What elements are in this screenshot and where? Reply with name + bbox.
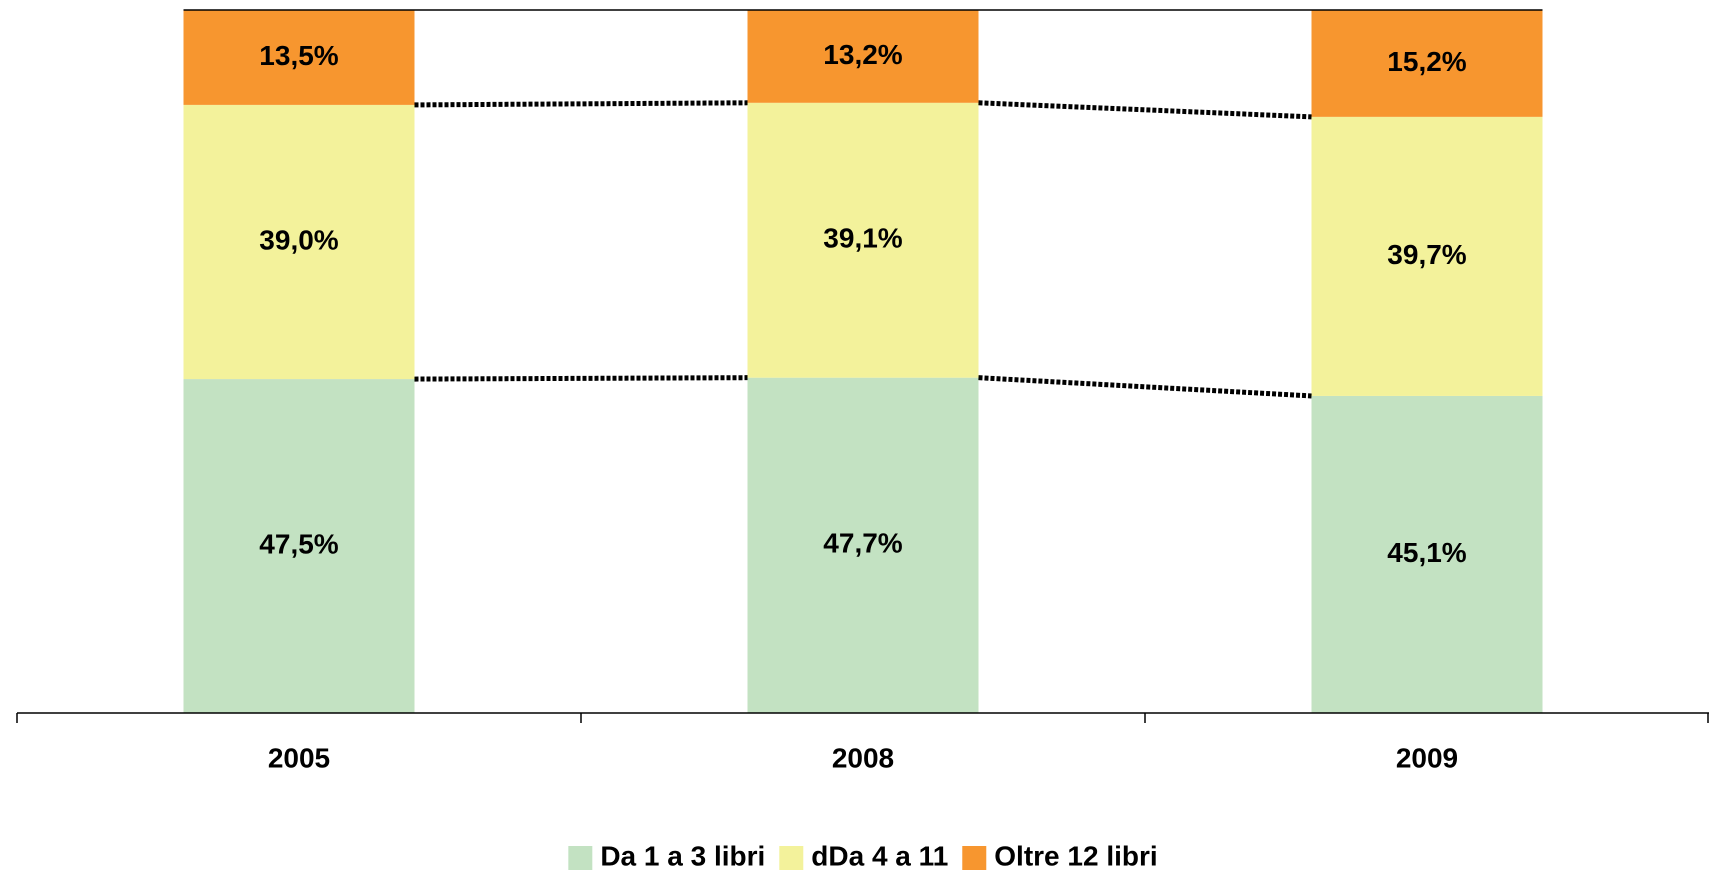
connector xyxy=(978,375,1312,399)
x-tick-label: 2008 xyxy=(832,742,894,773)
legend-label: Oltre 12 libri xyxy=(994,840,1157,871)
legend-swatch xyxy=(779,846,804,870)
bar-segment xyxy=(1311,10,1543,117)
bar-segment xyxy=(747,102,979,378)
legend-swatch xyxy=(962,846,987,870)
legend-label: dDa 4 a 11 xyxy=(811,840,948,871)
legend-swatch xyxy=(568,846,593,870)
value-label: 47,5% xyxy=(259,528,338,559)
x-tick-label: 2009 xyxy=(1396,742,1458,773)
bar-segment xyxy=(183,104,415,380)
value-label: 13,5% xyxy=(259,40,338,71)
value-label: 47,7% xyxy=(823,528,902,559)
value-label: 39,0% xyxy=(259,224,338,255)
connector xyxy=(414,375,748,382)
legend-label: Da 1 a 3 libri xyxy=(600,840,765,871)
bar-segment xyxy=(747,377,979,713)
bar-segment xyxy=(1311,116,1543,396)
value-label: 13,2% xyxy=(823,39,902,70)
connector xyxy=(978,100,1312,120)
bar-segment xyxy=(747,10,979,103)
bar-segment xyxy=(183,10,415,105)
connector xyxy=(414,100,748,108)
x-tick-label: 2005 xyxy=(268,742,330,773)
value-label: 39,1% xyxy=(823,223,902,254)
value-label: 45,1% xyxy=(1387,537,1466,568)
bar-segment xyxy=(183,379,415,713)
value-label: 39,7% xyxy=(1387,239,1466,270)
bar-segment xyxy=(1311,395,1543,713)
value-label: 15,2% xyxy=(1387,46,1466,77)
